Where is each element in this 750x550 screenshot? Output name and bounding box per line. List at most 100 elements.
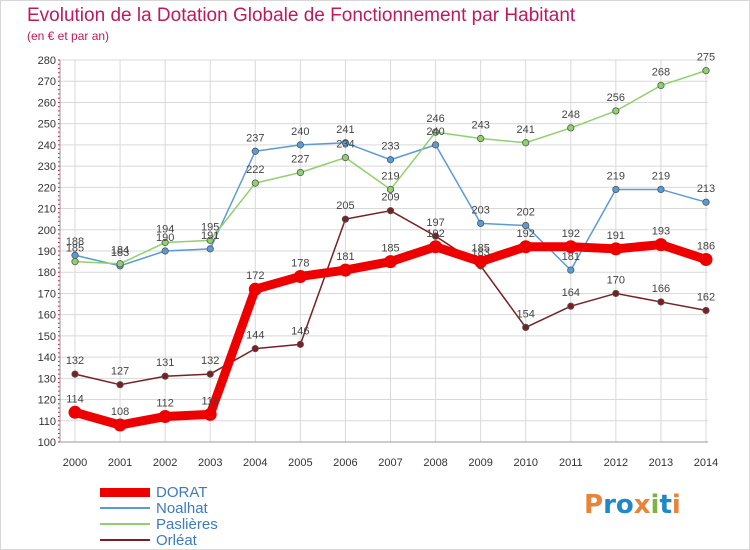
- data-label-dorat: 114: [66, 393, 84, 405]
- data-point-dorat: [699, 252, 713, 266]
- data-label-paslieres: 268: [652, 66, 670, 78]
- data-label-paslieres: 184: [111, 245, 129, 257]
- data-point-orleat: [341, 215, 350, 223]
- data-label-dorat: 185: [381, 243, 399, 255]
- y-tick-label: 160: [38, 310, 56, 322]
- data-label-paslieres: 185: [66, 243, 84, 255]
- chart-subtitle: (en € et par an): [27, 29, 110, 43]
- x-tick-label: 2005: [288, 457, 312, 469]
- data-point-noalhat: [251, 147, 259, 155]
- legend-label-noalhat: Noalhat: [156, 499, 208, 517]
- data-label-noalhat: 181: [562, 251, 580, 263]
- data-point-noalhat: [296, 141, 304, 149]
- data-label-dorat: 193: [652, 226, 670, 238]
- data-label-noalhat: 202: [517, 207, 535, 219]
- data-point-dorat: [519, 240, 533, 254]
- data-label-noalhat: 188: [66, 236, 84, 248]
- data-label-paslieres: 275: [697, 52, 715, 64]
- data-label-orleat: 146: [291, 325, 309, 337]
- y-tick-label: 260: [38, 97, 56, 109]
- data-point-orleat: [161, 372, 169, 380]
- logo-letter: o: [615, 490, 634, 520]
- data-point-paslieres: [657, 81, 665, 90]
- data-point-dorat: [68, 405, 82, 419]
- data-label-orleat: 166: [652, 283, 670, 295]
- legend-item-paslieres[interactable]: Paslières: [100, 516, 218, 533]
- legend-swatch-orleat: [100, 539, 150, 541]
- data-point-paslieres: [702, 67, 710, 75]
- data-label-paslieres: 248: [562, 109, 580, 121]
- data-label-noalhat: 183: [111, 247, 129, 259]
- legend-item-orleat[interactable]: Orléat: [100, 531, 218, 549]
- y-tick-label: 170: [38, 288, 56, 300]
- data-point-orleat: [431, 232, 440, 240]
- data-point-paslieres: [386, 185, 395, 194]
- data-point-noalhat: [477, 219, 485, 228]
- data-label-paslieres: 194: [156, 224, 174, 236]
- x-tick-label: 2014: [694, 457, 718, 469]
- y-tick-label: 220: [38, 182, 56, 194]
- y-tick-label: 230: [38, 161, 56, 173]
- data-label-dorat: 192: [426, 228, 444, 240]
- y-tick-label: 100: [38, 437, 56, 449]
- x-tick-label: 2004: [243, 457, 267, 469]
- data-point-orleat: [251, 345, 259, 353]
- data-label-paslieres: 227: [291, 153, 309, 165]
- y-tick-label: 250: [38, 119, 56, 131]
- data-point-orleat: [386, 207, 395, 215]
- data-point-paslieres: [522, 139, 530, 147]
- y-tick-label: 280: [38, 55, 56, 67]
- data-point-orleat: [657, 298, 665, 306]
- data-point-paslieres: [431, 128, 440, 136]
- y-tick-label: 130: [38, 373, 56, 385]
- data-label-noalhat: 237: [246, 132, 264, 144]
- data-point-noalhat: [386, 156, 395, 164]
- data-label-dorat: 191: [607, 230, 625, 242]
- data-point-dorat: [384, 255, 397, 269]
- data-point-dorat: [474, 255, 488, 269]
- x-tick-label: 2007: [378, 457, 402, 469]
- data-point-noalhat: [612, 185, 620, 194]
- data-point-dorat: [113, 418, 127, 432]
- logo-letter: r: [603, 490, 616, 520]
- y-tick-label: 150: [38, 331, 56, 343]
- data-label-dorat: 178: [291, 257, 309, 269]
- data-label-orleat: 132: [66, 355, 84, 367]
- legend-item-dorat[interactable]: DORAT: [100, 483, 218, 501]
- data-label-paslieres: 222: [246, 164, 264, 176]
- data-point-dorat: [429, 240, 443, 254]
- x-tick-label: 2002: [153, 457, 177, 469]
- data-point-dorat: [609, 242, 623, 256]
- data-point-noalhat: [341, 139, 350, 147]
- data-point-dorat: [654, 238, 668, 252]
- data-label-dorat: 113: [201, 395, 219, 407]
- data-label-paslieres: 195: [201, 221, 219, 233]
- x-tick-label: 2008: [423, 457, 447, 469]
- x-tick-label: 2001: [108, 457, 132, 469]
- data-label-dorat: 181: [336, 251, 354, 263]
- data-label-noalhat: 240: [291, 126, 309, 138]
- data-point-noalhat: [161, 247, 169, 255]
- data-label-dorat: 112: [156, 398, 174, 410]
- data-label-paslieres: 241: [517, 124, 535, 136]
- data-point-orleat: [71, 370, 79, 378]
- data-label-paslieres: 219: [381, 170, 399, 182]
- data-label-dorat: 192: [517, 228, 535, 240]
- legend: DORAT Noalhat Paslières Orléat: [100, 483, 218, 549]
- legend-label-orleat: Orléat: [156, 531, 197, 549]
- legend-item-noalhat[interactable]: Noalhat: [100, 499, 218, 517]
- data-point-dorat: [248, 282, 262, 296]
- data-label-orleat: 144: [246, 330, 264, 342]
- logo-letter: P: [584, 490, 604, 520]
- x-tick-label: 2003: [198, 457, 222, 469]
- data-point-orleat: [522, 323, 530, 331]
- data-label-dorat: 186: [697, 240, 715, 252]
- data-label-noalhat: 213: [697, 183, 715, 195]
- data-point-dorat: [338, 263, 352, 277]
- data-point-orleat: [116, 381, 124, 389]
- data-point-noalhat: [702, 198, 710, 206]
- legend-label-dorat: DORAT: [156, 483, 208, 501]
- data-label-orleat: 162: [697, 291, 715, 303]
- legend-swatch-paslieres: [100, 523, 150, 525]
